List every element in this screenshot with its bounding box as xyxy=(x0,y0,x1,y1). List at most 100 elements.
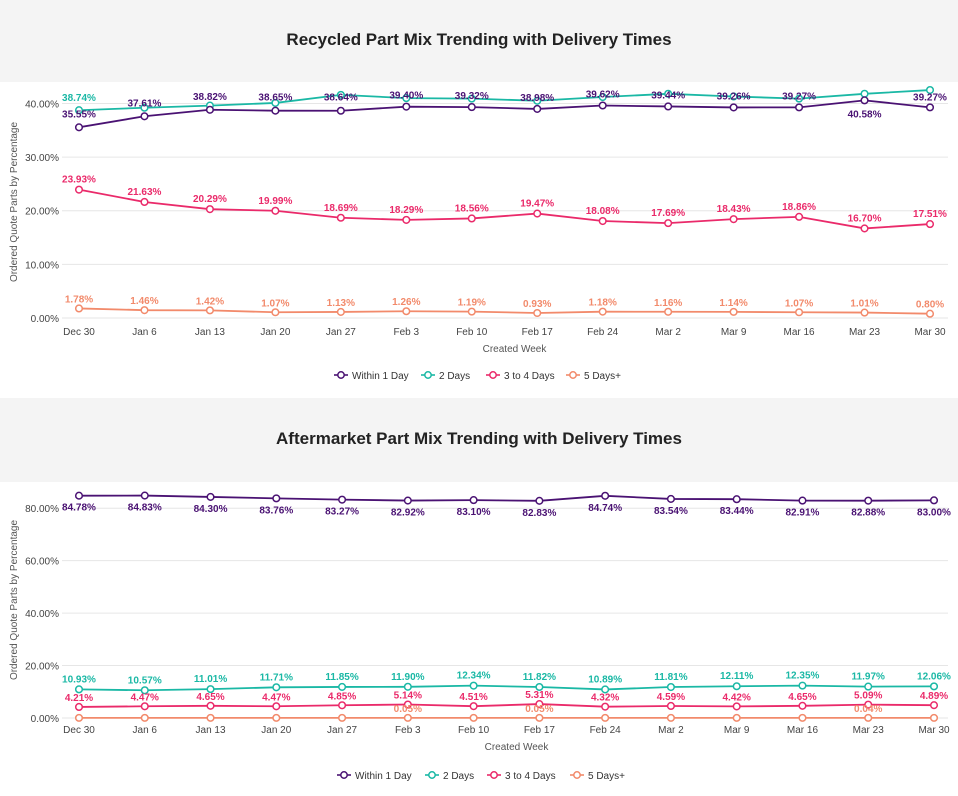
recycled-point-5-days-plus xyxy=(205,306,214,315)
aftermarket-data-label-2-days: 12.06% xyxy=(917,671,951,682)
recycled-x-tick-label: Feb 10 xyxy=(456,327,488,338)
recycled-legend-marker-2-days xyxy=(424,371,432,379)
recycled-point-5-days-plus xyxy=(467,307,476,316)
aftermarket-point-within-1-day xyxy=(601,491,610,500)
aftermarket-point-within-1-day xyxy=(338,495,347,504)
aftermarket-point-5-days-plus xyxy=(929,713,939,722)
recycled-series-line-3-to-4-days xyxy=(78,188,931,230)
recycled-point-2-days xyxy=(140,103,149,112)
recycled-point-5-days-plus xyxy=(598,307,607,316)
recycled-data-label-5-days-plus: 1.16% xyxy=(654,298,682,309)
aftermarket-point-5-days-plus xyxy=(666,713,675,722)
recycled-data-label-3-to-4-days: 17.51% xyxy=(913,209,947,220)
recycled-point-2-days xyxy=(402,94,411,103)
aftermarket-point-2-days xyxy=(469,681,478,690)
recycled-data-label-within-1-day: 38.64% xyxy=(324,93,358,104)
aftermarket-point-2-days xyxy=(864,682,873,691)
aftermarket-data-label-3-to-4-days: 4.51% xyxy=(459,692,487,703)
aftermarket-point-3-to-4-days xyxy=(338,701,347,710)
recycled-data-label-within-1-day: 37.61% xyxy=(128,98,162,109)
aftermarket-point-5-days-plus xyxy=(74,713,84,722)
aftermarket-data-label-3-to-4-days: 4.32% xyxy=(591,693,619,704)
aftermarket-point-within-1-day xyxy=(929,496,939,505)
aftermarket-data-label-within-1-day: 83.27% xyxy=(325,507,359,518)
aftermarket-point-within-1-day xyxy=(469,496,478,505)
aftermarket-data-label-2-days: 11.82% xyxy=(523,672,556,683)
recycled-series-line-within-1-day xyxy=(78,99,931,129)
aftermarket-legend-marker-3-to-4-days xyxy=(490,771,498,779)
aftermarket-data-label-2-days: 10.93% xyxy=(62,674,96,685)
aftermarket-point-5-days-plus xyxy=(798,713,807,722)
aftermarket-point-3-to-4-days xyxy=(864,700,873,709)
aftermarket-data-label-2-days: 12.11% xyxy=(720,671,753,682)
aftermarket-chart-svg: 0.00% 20.00% 40.00% 60.00% 80.00% Dec 30 Jan 6… xyxy=(9,491,951,782)
recycled-data-label-5-days-plus: 1.26% xyxy=(392,297,420,308)
aftermarket-legend-label-3-to-4-days: 3 to 4 Days xyxy=(505,771,556,782)
recycled-chart-title: Recycled Part Mix Trending with Delivery… xyxy=(286,30,672,49)
recycled-data-label-3-to-4-days: 18.43% xyxy=(717,204,751,215)
aftermarket-point-5-days-plus xyxy=(338,713,347,722)
recycled-x-tick-label: Jan 6 xyxy=(132,327,157,338)
aftermarket-point-2-days xyxy=(403,682,412,691)
aftermarket-point-2-days xyxy=(206,685,215,694)
aftermarket-data-label-within-1-day: 83.54% xyxy=(654,506,688,517)
aftermarket-point-3-to-4-days xyxy=(140,702,149,711)
recycled-data-label-within-1-day: 39.40% xyxy=(389,91,423,102)
recycled-point-2-days xyxy=(860,89,869,98)
recycled-point-within-1-day xyxy=(205,105,214,114)
recycled-point-2-days xyxy=(74,106,84,115)
aftermarket-data-label-2-days: 10.89% xyxy=(588,674,622,685)
aftermarket-chart-header: Aftermarket Part Mix Trending with Deliv… xyxy=(0,398,958,482)
recycled-data-label-within-1-day: 39.27% xyxy=(913,92,947,103)
aftermarket-point-3-to-4-days xyxy=(535,700,544,709)
recycled-legend-item-within-1-day: Within 1 Day xyxy=(334,371,409,382)
recycled-y-axis-title: Ordered Quote Parts by Percentage xyxy=(9,122,20,283)
recycled-chart-svg: 0.00% 10.00% 20.00% 30.00% 40.00% Dec 30 Jan 6… xyxy=(9,85,948,382)
recycled-point-5-days-plus xyxy=(402,307,411,316)
recycled-legend-item-5-days-plus: 5 Days+ xyxy=(566,371,621,382)
aftermarket-x-tick-label: Mar 23 xyxy=(853,725,885,736)
aftermarket-x-tick-label: Dec 30 xyxy=(63,725,95,736)
recycled-point-3-to-4-days xyxy=(533,209,542,218)
aftermarket-series-line-2-days xyxy=(78,684,935,692)
recycled-point-2-days xyxy=(467,94,476,103)
aftermarket-point-within-1-day xyxy=(535,496,544,505)
aftermarket-point-5-days-plus xyxy=(732,713,741,722)
recycled-data-label-within-1-day: 39.27% xyxy=(782,91,816,102)
recycled-point-within-1-day xyxy=(271,106,280,115)
aftermarket-legend-label-within-1-day: Within 1 Day xyxy=(355,771,412,782)
recycled-data-label-within-1-day: 39.32% xyxy=(455,91,489,102)
aftermarket-x-tick-label: Feb 24 xyxy=(590,725,622,736)
aftermarket-point-2-days xyxy=(929,682,939,691)
aftermarket-point-2-days xyxy=(338,682,347,691)
recycled-series-line-2-days xyxy=(78,89,931,112)
recycled-data-label-3-to-4-days: 23.93% xyxy=(62,175,96,186)
recycled-data-label-5-days-plus: 1.07% xyxy=(785,298,813,309)
aftermarket-data-label-2-days: 11.90% xyxy=(391,672,424,683)
recycled-point-3-to-4-days xyxy=(467,214,476,223)
recycled-data-label-5-days-plus: 1.42% xyxy=(196,296,224,307)
recycled-data-label-5-days-plus: 1.46% xyxy=(130,296,158,307)
recycled-point-within-1-day xyxy=(664,102,673,111)
recycled-point-2-days xyxy=(598,92,607,102)
recycled-x-tick-label: Jan 20 xyxy=(260,327,290,338)
recycled-data-label-within-1-day: 39.44% xyxy=(651,90,685,101)
recycled-data-label-3-to-4-days: 18.08% xyxy=(586,206,620,217)
recycled-x-tick-label: Mar 2 xyxy=(655,327,681,338)
aftermarket-data-label-2-days: 12.34% xyxy=(457,671,491,682)
aftermarket-data-label-3-to-4-days: 4.47% xyxy=(262,692,290,703)
aftermarket-data-label-5-days-plus: 0.05% xyxy=(394,704,422,715)
recycled-data-label-3-to-4-days: 18.56% xyxy=(455,203,489,214)
recycled-point-within-1-day xyxy=(336,106,345,115)
recycled-legend-marker-within-1-day xyxy=(337,371,345,379)
aftermarket-point-3-to-4-days xyxy=(403,700,412,709)
aftermarket-y-tick-label: 0.00% xyxy=(31,714,59,725)
aftermarket-data-label-3-to-4-days: 4.47% xyxy=(131,692,159,703)
aftermarket-point-within-1-day xyxy=(864,496,873,505)
recycled-point-5-days-plus xyxy=(271,308,280,317)
recycled-data-label-within-1-day: 38.65% xyxy=(258,93,292,104)
aftermarket-legend-item-2-days: 2 Days xyxy=(425,771,474,782)
recycled-point-2-days xyxy=(664,89,673,98)
aftermarket-legend-marker-within-1-day xyxy=(340,771,348,779)
aftermarket-x-tick-label: Feb 3 xyxy=(395,725,421,736)
